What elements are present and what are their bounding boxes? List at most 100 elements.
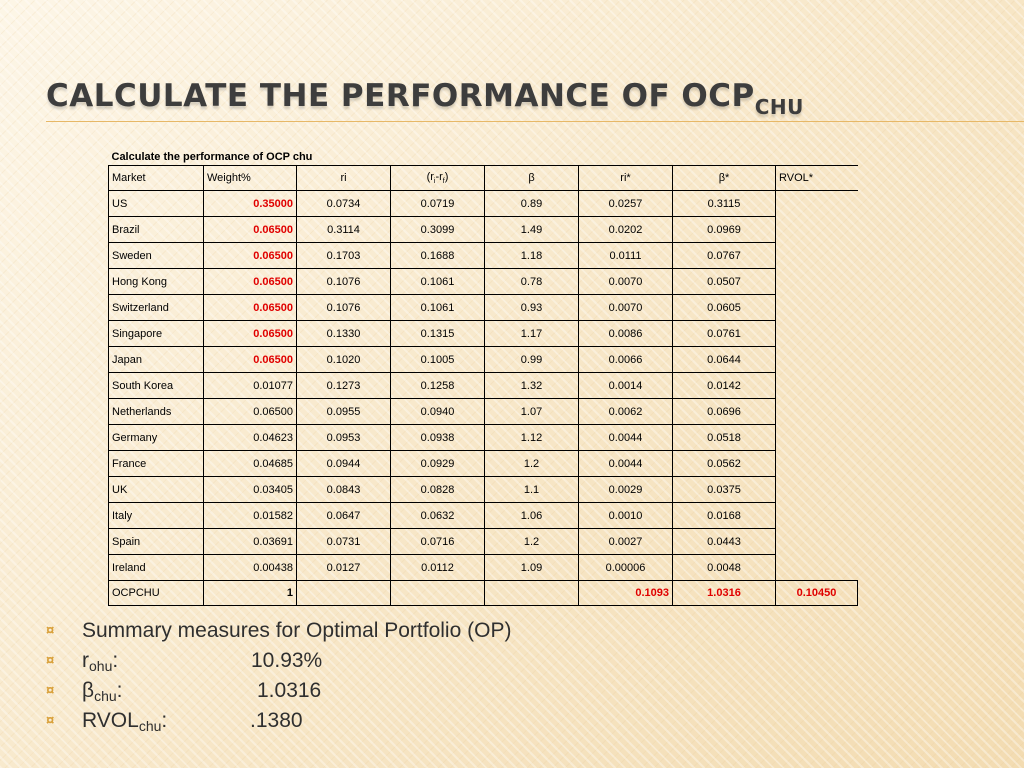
cell-weight: 0.06500 bbox=[203, 216, 297, 243]
cell-beta-star: 0.0767 bbox=[672, 242, 776, 269]
cell-market: Spain bbox=[108, 528, 204, 555]
cell-excess-return: 0.0112 bbox=[390, 554, 485, 581]
cell-market: UK bbox=[108, 476, 204, 503]
table-row: Germany 0.04623 0.0953 0.0938 1.12 0.0044 0.05… bbox=[108, 424, 858, 451]
cell-ri: 0.3114 bbox=[296, 216, 391, 243]
cell-beta-star: 0.0168 bbox=[672, 502, 776, 529]
cell-beta: 1.49 bbox=[484, 216, 579, 243]
cell-rvol bbox=[776, 191, 858, 217]
cell-beta: 1.2 bbox=[484, 450, 579, 477]
cell-weight: 0.06500 bbox=[203, 346, 297, 373]
cell-excess-return: 0.1688 bbox=[390, 242, 485, 269]
cell-ri-star: 0.0070 bbox=[578, 294, 673, 321]
cell-beta-star: 0.0048 bbox=[672, 554, 776, 581]
cell-beta-star: 0.0507 bbox=[672, 268, 776, 295]
cell-market: Japan bbox=[108, 346, 204, 373]
header-beta: β bbox=[484, 165, 579, 191]
cell-excess-return: 0.0716 bbox=[390, 528, 485, 555]
cell-ri-star: 0.0086 bbox=[578, 320, 673, 347]
cell-beta-star: 0.3115 bbox=[672, 190, 776, 217]
table-row: Sweden 0.06500 0.1703 0.1688 1.18 0.0111 0.076… bbox=[108, 242, 858, 269]
cell-excess-return: 0.0719 bbox=[390, 190, 485, 217]
cell-ri: 0.1076 bbox=[296, 294, 391, 321]
bullet-rvol: ¤ RVOLchu: .1380 bbox=[44, 706, 511, 736]
cell-beta-star: 0.0562 bbox=[672, 450, 776, 477]
cell-ri: 0.0944 bbox=[296, 450, 391, 477]
cell-weight: 0.35000 bbox=[203, 190, 297, 217]
cell-ri-star: 0.0014 bbox=[578, 372, 673, 399]
slide-title-subscript: CHU bbox=[754, 95, 804, 119]
cell-rvol bbox=[776, 217, 858, 243]
cell-beta: 0.78 bbox=[484, 268, 579, 295]
rvol-value: .1380 bbox=[250, 709, 303, 732]
cell-ri: 0.0843 bbox=[296, 476, 391, 503]
cell-ri-star: 0.0066 bbox=[578, 346, 673, 373]
header-beta-star: β* bbox=[672, 165, 776, 191]
table-row: Spain 0.03691 0.0731 0.0716 1.2 0.0027 0.0443 bbox=[108, 528, 858, 555]
table-row: Singapore 0.06500 0.1330 0.1315 1.17 0.0086 0.… bbox=[108, 320, 858, 347]
cell-market: Germany bbox=[108, 424, 204, 451]
cell-ri: 0.0955 bbox=[296, 398, 391, 425]
table-row: UK 0.03405 0.0843 0.0828 1.1 0.0029 0.0375 bbox=[108, 476, 858, 503]
cell-rvol bbox=[776, 477, 858, 503]
cell-rvol bbox=[776, 373, 858, 399]
cell-weight: 0.06500 bbox=[203, 320, 297, 347]
cell-ri-star: 0.0202 bbox=[578, 216, 673, 243]
total-market: OCPCHU bbox=[108, 580, 204, 606]
total-ri-star: 0.1093 bbox=[578, 580, 673, 606]
cell-beta: 1.09 bbox=[484, 554, 579, 581]
table-caption: Calculate the performance of OCP chu bbox=[111, 151, 313, 163]
header-weight: Weight% bbox=[203, 165, 297, 191]
cell-weight: 0.01582 bbox=[203, 502, 297, 529]
cell-beta-star: 0.0605 bbox=[672, 294, 776, 321]
cell-ri-star: 0.0257 bbox=[578, 190, 673, 217]
bullet-beta: ¤ βchu: 1.0316 bbox=[44, 676, 511, 706]
slide-title: CALCULATE THE PERFORMANCE OF OCPCHU bbox=[46, 78, 804, 119]
header-excess-return: (ri-rf) bbox=[390, 165, 485, 191]
table-row: US 0.35000 0.0734 0.0719 0.89 0.0257 0.3115 bbox=[108, 190, 858, 217]
cell-market: Singapore bbox=[108, 320, 204, 347]
cell-ri: 0.0647 bbox=[296, 502, 391, 529]
cell-excess-return: 0.0632 bbox=[390, 502, 485, 529]
cell-rvol bbox=[776, 503, 858, 529]
cell-market: Sweden bbox=[108, 242, 204, 269]
cell-rvol bbox=[776, 321, 858, 347]
cell-beta-star: 0.0761 bbox=[672, 320, 776, 347]
cell-ri-star: 0.0027 bbox=[578, 528, 673, 555]
cell-rvol bbox=[776, 295, 858, 321]
performance-table: Calculate the performance of OCP chu Mar… bbox=[108, 145, 858, 606]
cell-rvol bbox=[776, 399, 858, 425]
cell-weight: 0.06500 bbox=[203, 242, 297, 269]
cell-market: Hong Kong bbox=[108, 268, 204, 295]
cell-excess-return: 0.1061 bbox=[390, 294, 485, 321]
cell-rvol bbox=[776, 425, 858, 451]
cell-excess-return: 0.1005 bbox=[390, 346, 485, 373]
cell-excess-return: 0.0938 bbox=[390, 424, 485, 451]
cell-rvol bbox=[776, 451, 858, 477]
summary-bullets: ¤ Summary measures for Optimal Portfolio… bbox=[44, 616, 511, 736]
table-caption-row: Calculate the performance of OCP chu bbox=[109, 145, 858, 166]
cell-ri-star: 0.0044 bbox=[578, 424, 673, 451]
return-value: 10.93% bbox=[251, 649, 323, 672]
cell-ri-star: 0.0062 bbox=[578, 398, 673, 425]
cell-weight: 0.04685 bbox=[203, 450, 297, 477]
cell-excess-return: 0.1258 bbox=[390, 372, 485, 399]
cell-ri-star: 0.0070 bbox=[578, 268, 673, 295]
cell-beta: 1.18 bbox=[484, 242, 579, 269]
cell-weight: 0.03405 bbox=[203, 476, 297, 503]
cell-beta: 1.12 bbox=[484, 424, 579, 451]
cell-beta-star: 0.0518 bbox=[672, 424, 776, 451]
cell-beta: 1.07 bbox=[484, 398, 579, 425]
slide-title-main: CALCULATE THE PERFORMANCE OF OCP bbox=[46, 78, 755, 114]
cell-excess-return: 0.0929 bbox=[390, 450, 485, 477]
cell-market: France bbox=[108, 450, 204, 477]
table-row: Ireland 0.00438 0.0127 0.0112 1.09 0.00006 0.0… bbox=[108, 554, 858, 581]
cell-excess-return: 0.0828 bbox=[390, 476, 485, 503]
bullet-summary: ¤ Summary measures for Optimal Portfolio… bbox=[44, 616, 511, 646]
cell-weight: 0.06500 bbox=[203, 398, 297, 425]
cell-market: Netherlands bbox=[108, 398, 204, 425]
cell-market: Ireland bbox=[108, 554, 204, 581]
cell-ri: 0.1703 bbox=[296, 242, 391, 269]
table-row: Brazil 0.06500 0.3114 0.3099 1.49 0.0202 0.096… bbox=[108, 216, 858, 243]
cell-weight: 0.04623 bbox=[203, 424, 297, 451]
